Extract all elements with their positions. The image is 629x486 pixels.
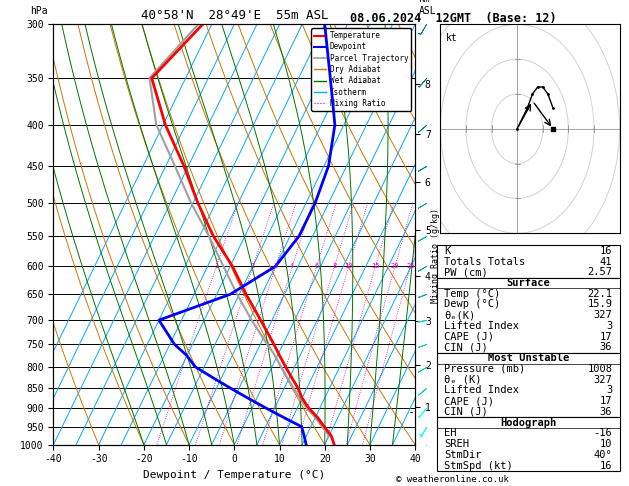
Text: 36: 36 <box>600 343 612 352</box>
Text: PW (cm): PW (cm) <box>445 267 488 278</box>
Text: 36: 36 <box>600 407 612 417</box>
Text: 16: 16 <box>600 461 612 470</box>
Text: Lifted Index: Lifted Index <box>445 321 520 331</box>
Text: Most Unstable: Most Unstable <box>487 353 569 363</box>
Text: Surface: Surface <box>506 278 550 288</box>
Text: CIN (J): CIN (J) <box>445 407 488 417</box>
Text: 3: 3 <box>274 263 278 269</box>
Text: 10: 10 <box>345 263 353 269</box>
Text: 1: 1 <box>214 263 218 269</box>
Text: CIN (J): CIN (J) <box>445 343 488 352</box>
Text: hPa: hPa <box>30 6 48 16</box>
Text: Mixing Ratio (g/kg): Mixing Ratio (g/kg) <box>431 208 440 303</box>
Text: 4: 4 <box>290 263 294 269</box>
Text: 17: 17 <box>600 396 612 406</box>
Text: Totals Totals: Totals Totals <box>445 257 526 266</box>
X-axis label: Dewpoint / Temperature (°C): Dewpoint / Temperature (°C) <box>143 470 325 480</box>
Text: 10: 10 <box>600 439 612 449</box>
Text: StmSpd (kt): StmSpd (kt) <box>445 461 513 470</box>
Bar <box>437 353 620 417</box>
Text: LCL: LCL <box>446 408 461 417</box>
Text: 8: 8 <box>332 263 337 269</box>
Text: 25: 25 <box>406 263 415 269</box>
Text: 17: 17 <box>600 332 612 342</box>
Text: Lifted Index: Lifted Index <box>445 385 520 396</box>
Text: EH: EH <box>445 428 457 438</box>
Bar <box>437 245 620 278</box>
Text: 40°: 40° <box>594 450 612 460</box>
Text: Hodograph: Hodograph <box>500 417 557 428</box>
Text: 15.9: 15.9 <box>587 299 612 310</box>
Text: 1008: 1008 <box>587 364 612 374</box>
Text: θₑ(K): θₑ(K) <box>445 310 476 320</box>
Text: 20: 20 <box>391 263 399 269</box>
Text: Pressure (mb): Pressure (mb) <box>445 364 526 374</box>
Text: 3: 3 <box>606 385 612 396</box>
Text: 6: 6 <box>314 263 319 269</box>
Text: 327: 327 <box>594 375 612 384</box>
Legend: Temperature, Dewpoint, Parcel Trajectory, Dry Adiabat, Wet Adiabat, Isotherm, Mi: Temperature, Dewpoint, Parcel Trajectory… <box>311 28 411 111</box>
Text: CAPE (J): CAPE (J) <box>445 332 494 342</box>
Text: θₑ (K): θₑ (K) <box>445 375 482 384</box>
Text: 2.57: 2.57 <box>587 267 612 278</box>
Text: 08.06.2024  12GMT  (Base: 12): 08.06.2024 12GMT (Base: 12) <box>350 12 556 25</box>
Bar <box>437 278 620 353</box>
Text: 327: 327 <box>594 310 612 320</box>
Text: CAPE (J): CAPE (J) <box>445 396 494 406</box>
Text: 41: 41 <box>600 257 612 266</box>
Text: StmDir: StmDir <box>445 450 482 460</box>
Text: K: K <box>445 246 451 256</box>
Text: Temp (°C): Temp (°C) <box>445 289 501 299</box>
Text: 3: 3 <box>606 321 612 331</box>
Text: km
ASL: km ASL <box>419 0 437 16</box>
Bar <box>437 417 620 471</box>
Text: -16: -16 <box>594 428 612 438</box>
Text: © weatheronline.co.uk: © weatheronline.co.uk <box>396 474 509 484</box>
Title: 40°58'N  28°49'E  55m ASL: 40°58'N 28°49'E 55m ASL <box>140 9 328 22</box>
Text: kt: kt <box>446 33 457 43</box>
Text: 15: 15 <box>371 263 380 269</box>
Text: SREH: SREH <box>445 439 469 449</box>
Text: Dewp (°C): Dewp (°C) <box>445 299 501 310</box>
Text: 22.1: 22.1 <box>587 289 612 299</box>
Text: 2: 2 <box>251 263 255 269</box>
Text: 16: 16 <box>600 246 612 256</box>
